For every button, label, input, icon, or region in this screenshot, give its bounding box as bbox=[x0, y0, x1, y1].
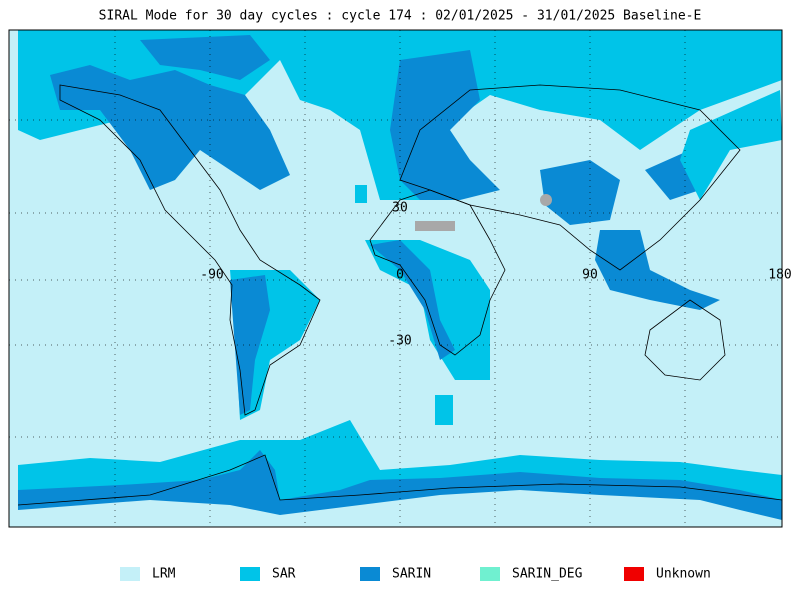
legend-label: SARIN_DEG bbox=[512, 567, 583, 582]
sarin-region bbox=[390, 50, 500, 200]
legend-swatch bbox=[624, 567, 644, 581]
legend-swatch bbox=[480, 567, 500, 581]
map-frame bbox=[8, 29, 783, 528]
longitude-label: 90 bbox=[582, 268, 598, 283]
coastline bbox=[644, 299, 726, 381]
legend-label: LRM bbox=[152, 567, 176, 582]
sarin-region bbox=[370, 240, 455, 360]
coastline bbox=[17, 454, 783, 506]
sarin-region bbox=[595, 230, 720, 310]
sar-region bbox=[680, 90, 782, 200]
graticule bbox=[9, 30, 782, 527]
unknown-region bbox=[540, 194, 552, 206]
unknown-region bbox=[415, 221, 455, 231]
legend-label: SAR bbox=[272, 567, 296, 582]
sarin-region bbox=[540, 160, 620, 225]
legend-label: Unknown bbox=[656, 567, 711, 582]
latitude-label: 30 bbox=[392, 201, 408, 216]
sar-region bbox=[355, 185, 367, 203]
lrm-region bbox=[18, 490, 782, 527]
sarin-region bbox=[50, 65, 290, 190]
longitude-label: 180 bbox=[768, 268, 791, 283]
legend-swatch bbox=[360, 567, 380, 581]
map bbox=[8, 29, 783, 528]
legend-swatch bbox=[120, 567, 140, 581]
map-title: SIRAL Mode for 30 day cycles : cycle 174… bbox=[99, 9, 702, 24]
longitude-label: 0 bbox=[396, 268, 404, 283]
sarin-region bbox=[140, 35, 270, 80]
latitude-label: -30 bbox=[388, 334, 411, 349]
legend-swatch bbox=[240, 567, 260, 581]
coastline bbox=[59, 84, 321, 416]
legend-label: SARIN bbox=[392, 567, 431, 582]
sar-region bbox=[435, 395, 453, 425]
longitude-label: -90 bbox=[200, 268, 223, 283]
